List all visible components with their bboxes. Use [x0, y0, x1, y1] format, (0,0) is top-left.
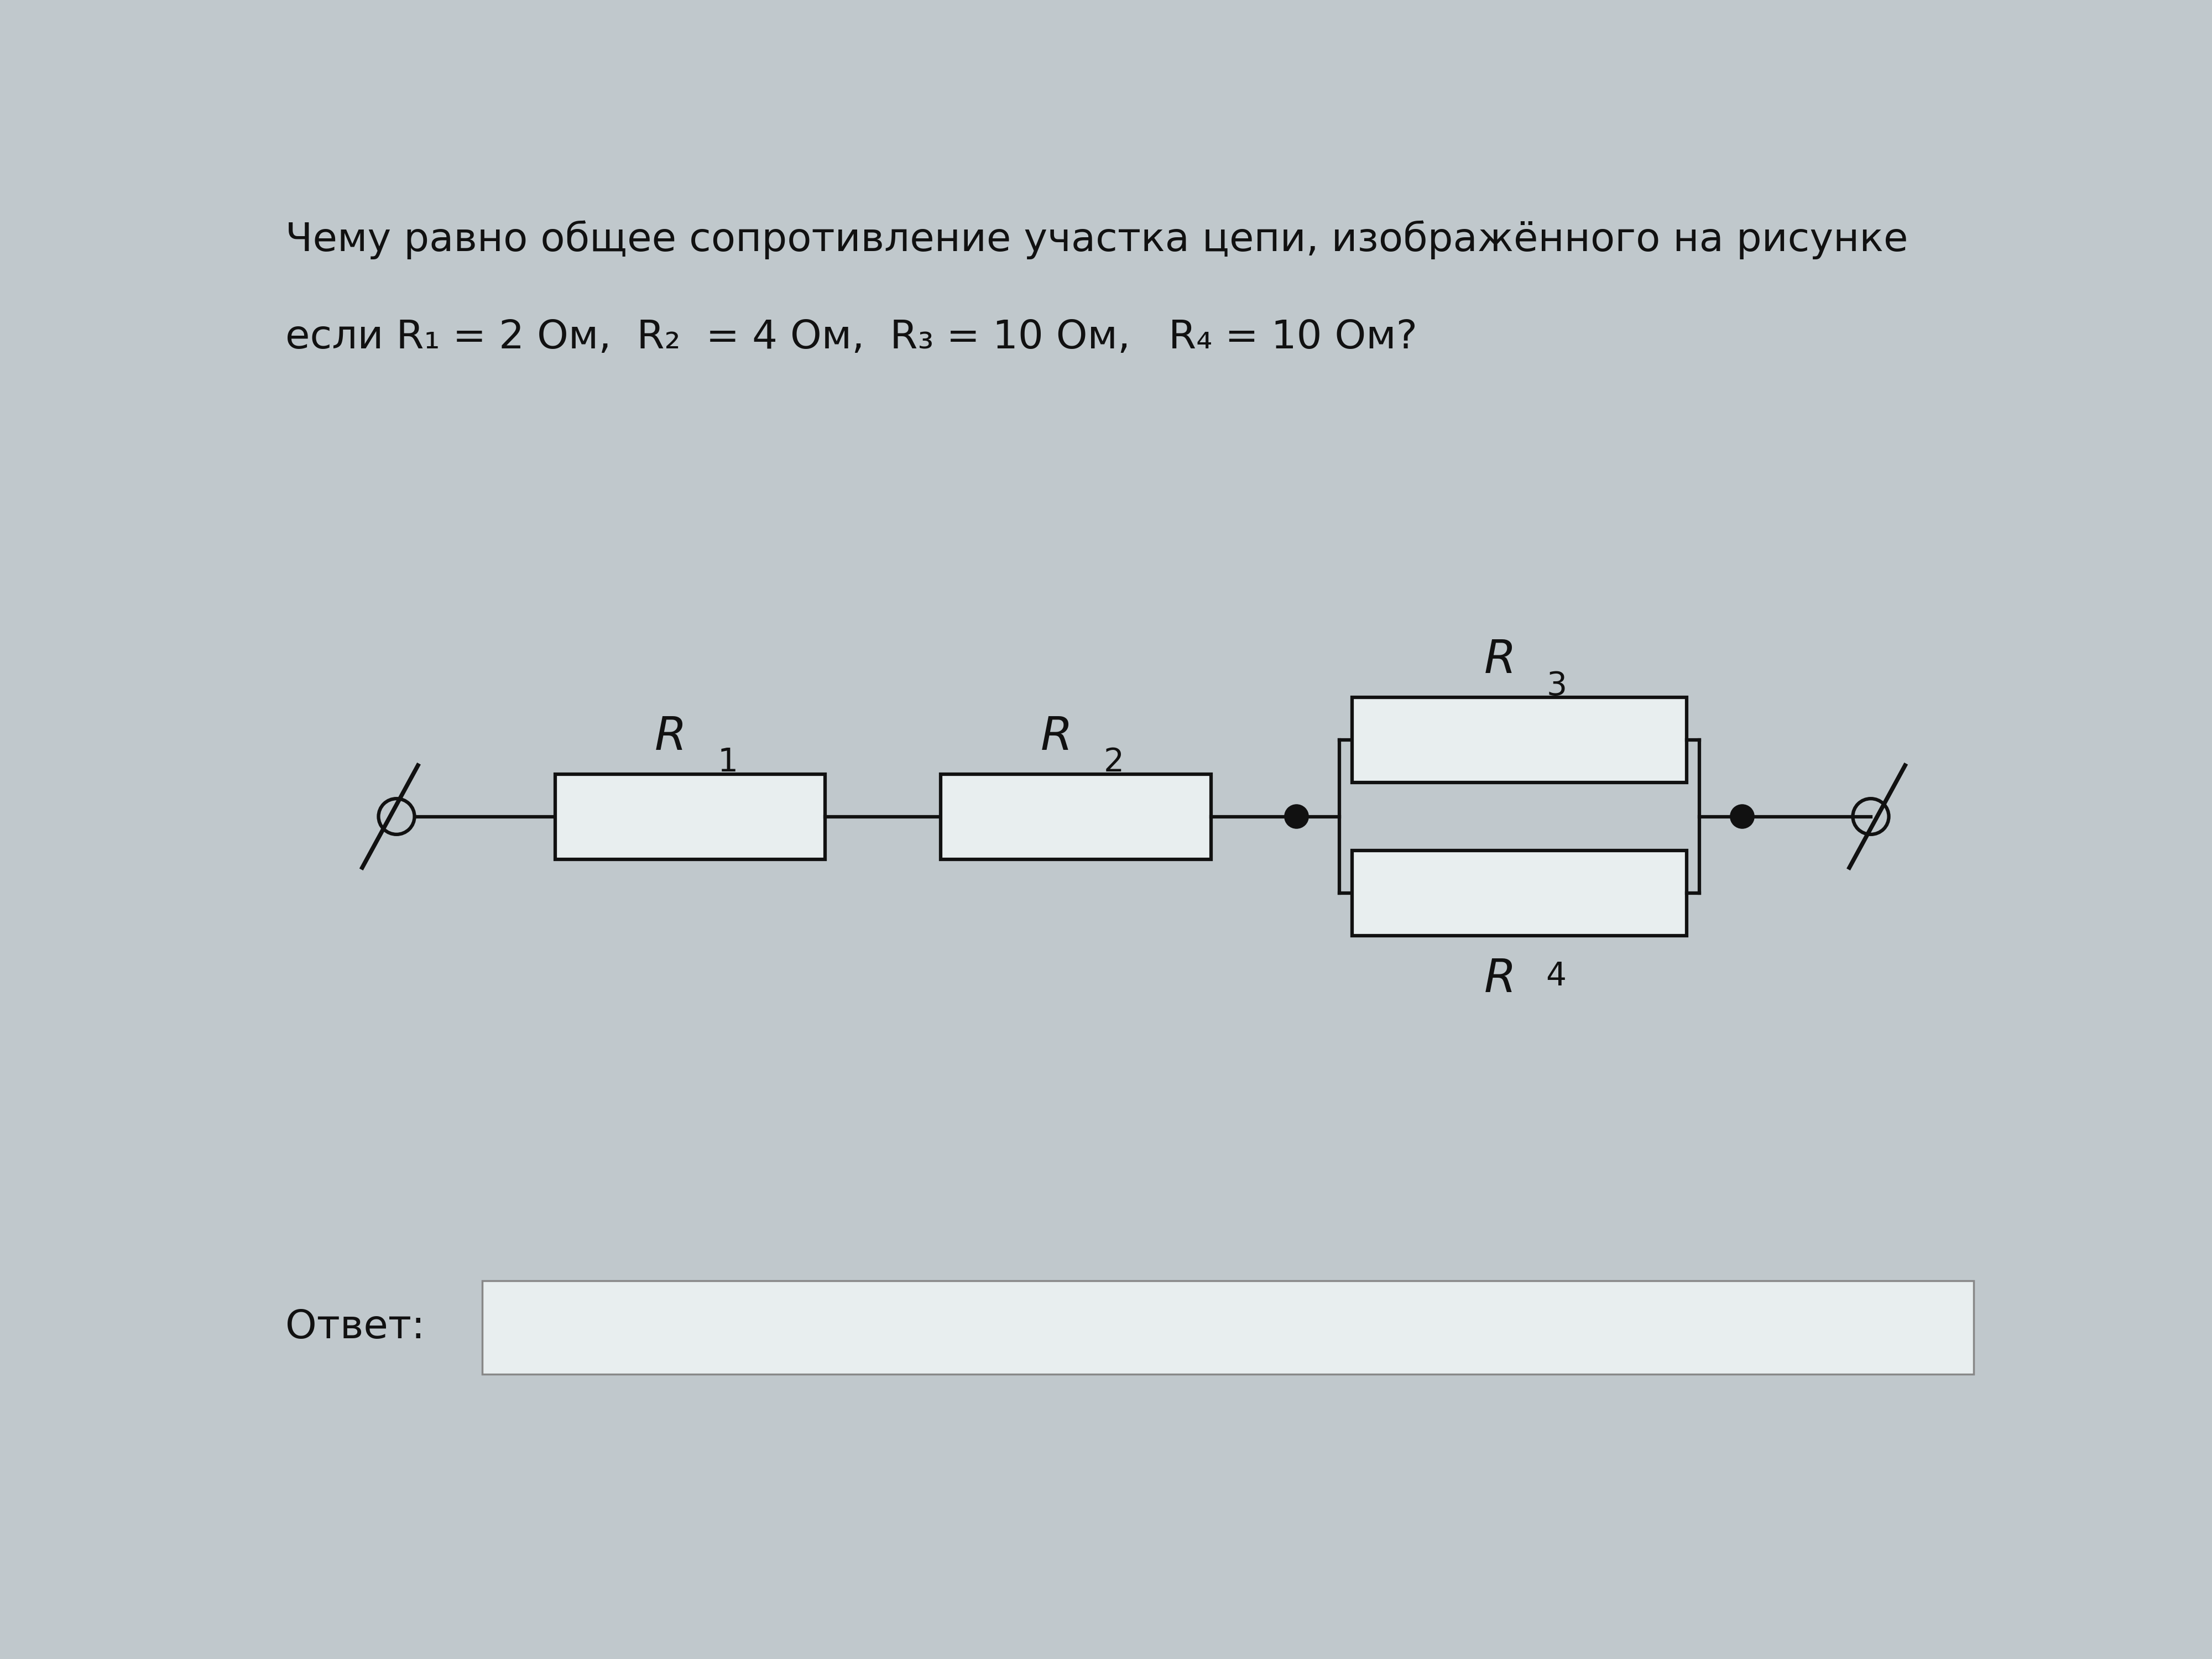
Text: $R$: $R$ — [655, 715, 684, 760]
Bar — [1352, 697, 1686, 783]
Text: $3$: $3$ — [1546, 670, 1566, 702]
Text: $R$: $R$ — [1484, 639, 1513, 682]
Text: $R$: $R$ — [1040, 715, 1068, 760]
Text: если R₁ = 2 Ом,  R₂  = 4 Ом,  R₃ = 10 Ом,   R₄ = 10 Ом?: если R₁ = 2 Ом, R₂ = 4 Ом, R₃ = 10 Ом, R… — [285, 319, 1418, 357]
Text: Ответ:: Ответ: — [285, 1309, 425, 1347]
Bar — [482, 1281, 1973, 1374]
Text: $1$: $1$ — [717, 747, 737, 778]
Bar — [1352, 851, 1686, 936]
Text: $R$: $R$ — [1484, 957, 1513, 1002]
Circle shape — [1285, 805, 1310, 828]
Text: $2$: $2$ — [1104, 747, 1121, 778]
Circle shape — [1730, 805, 1754, 828]
Text: Чему равно общее сопротивление участка цепи, изображённого на рисунке: Чему равно общее сопротивление участка ц… — [285, 221, 1907, 259]
Bar — [555, 773, 825, 859]
Text: $4$: $4$ — [1546, 961, 1566, 992]
Bar — [940, 773, 1210, 859]
